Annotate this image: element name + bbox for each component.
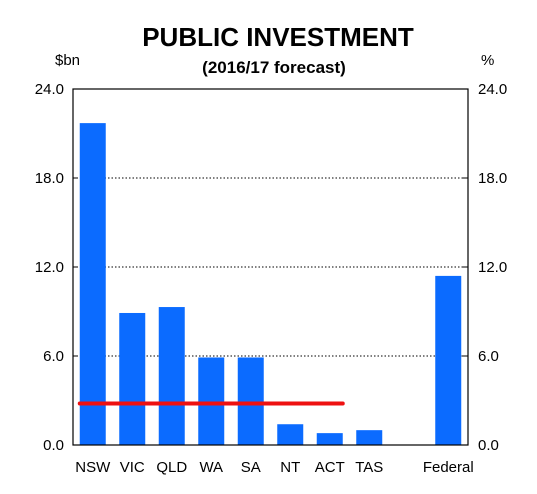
category-label: WA [199,459,223,476]
right-tick-label: 18.0 [478,170,507,187]
bars [79,123,462,445]
right-axis-unit: % [481,52,494,69]
bar-sa [237,357,264,445]
category-label: TAS [355,459,383,476]
category-label: NSW [75,459,111,476]
left-tick-label: 24.0 [35,81,64,98]
bar-wa [198,357,225,445]
axis-ticks [73,88,468,446]
bar-qld [158,307,185,445]
left-tick-label: 12.0 [35,259,64,276]
gridlines [73,177,468,357]
bar-act [316,433,343,445]
category-label: NT [280,459,300,476]
chart-title: PUBLIC INVESTMENT [142,22,414,52]
bar-federal [435,275,462,445]
bar-tas [356,430,383,445]
category-label: ACT [315,459,345,476]
right-tick-label: 24.0 [478,81,507,98]
bar-nt [277,424,304,445]
right-tick-label: 6.0 [478,348,499,365]
left-axis-unit: $bn [55,52,80,69]
category-label: SA [241,459,261,476]
left-tick-label: 0.0 [43,437,64,454]
category-label: Federal [423,459,474,476]
category-label: VIC [120,459,145,476]
bar-vic [119,312,146,445]
bar-nsw [79,123,106,445]
left-tick-label: 18.0 [35,170,64,187]
right-tick-label: 0.0 [478,437,499,454]
right-tick-label: 12.0 [478,259,507,276]
chart-subtitle: (2016/17 forecast) [202,58,346,77]
left-tick-label: 6.0 [43,348,64,365]
category-label: QLD [156,459,187,476]
tick-labels: 0.0 0.0 6.0 6.0 12.0 12.0 18.0 18.0 24.0 24.0 NSW V… [35,81,507,476]
